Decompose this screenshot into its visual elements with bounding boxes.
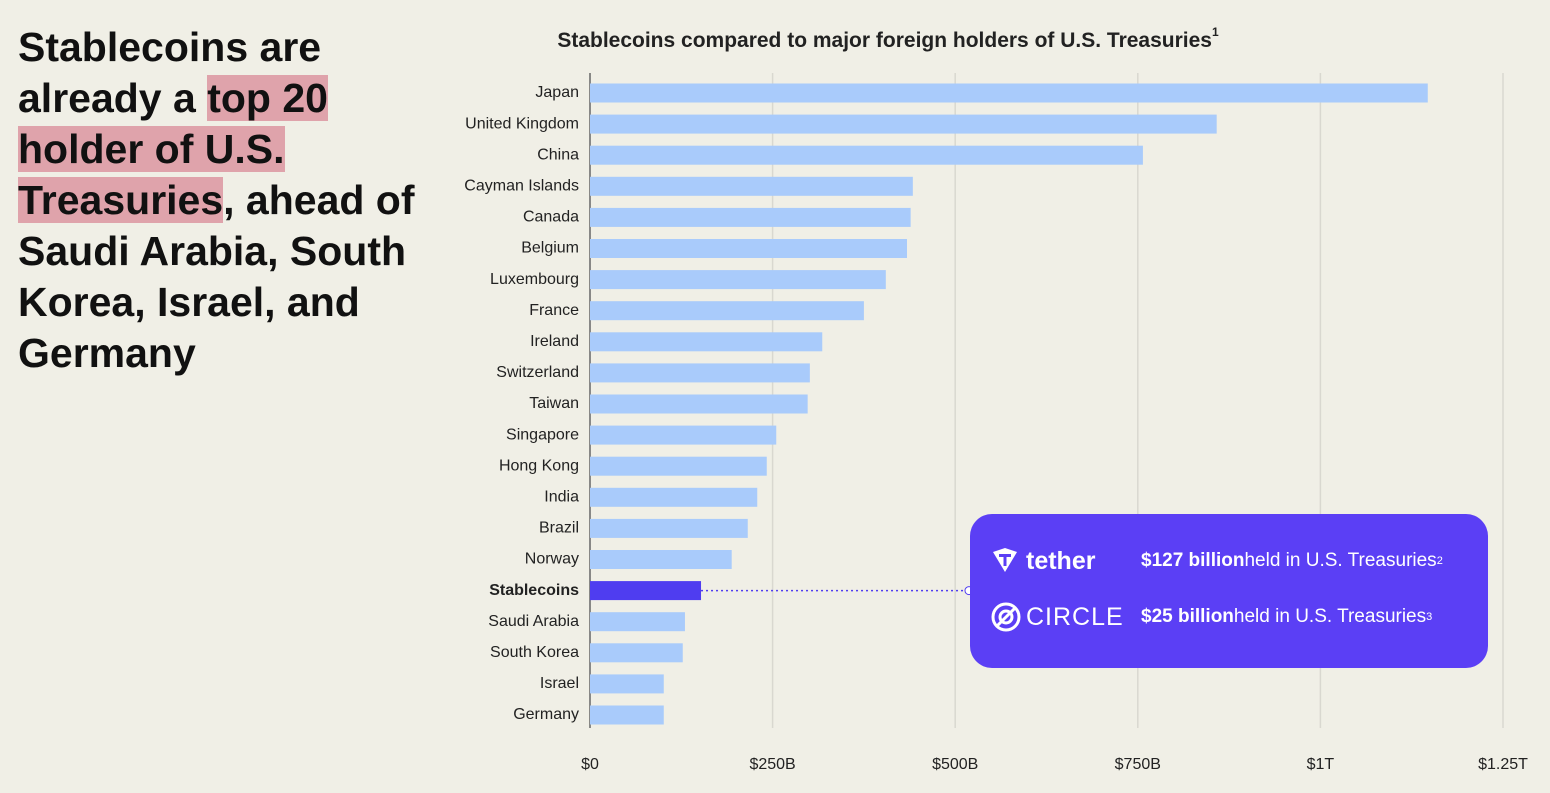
bar (590, 332, 823, 352)
note: 2 (1436, 555, 1443, 567)
y-tick-label: Canada (523, 209, 579, 226)
y-tick-label: Stablecoins (489, 582, 579, 599)
chart-title: Stablecoins compared to major foreign ho… (557, 25, 1219, 51)
x-tick-label: $250B (749, 756, 795, 773)
x-tick-label: $1.25T (1478, 756, 1528, 773)
y-tick-label: Belgium (521, 240, 579, 257)
bar (590, 270, 886, 290)
headline-text: Stablecoins are already a (18, 24, 322, 121)
callout-text: held in U.S. Treasuries (1233, 606, 1427, 627)
bar (590, 145, 1143, 165)
y-tick-label: Ireland (530, 333, 579, 350)
bar (590, 674, 664, 694)
y-tick-label: Germany (513, 706, 579, 723)
y-tick-label: Switzerland (496, 364, 579, 381)
bar (590, 363, 810, 383)
title-text: Stablecoins compared to major foreign ho… (557, 29, 1212, 52)
amount: $127 billion (1141, 550, 1245, 571)
x-tick-label: $1T (1307, 756, 1335, 773)
x-tick-label: $500B (932, 756, 978, 773)
y-tick-label: Cayman Islands (464, 178, 579, 195)
bar (590, 176, 913, 196)
bar (590, 581, 702, 601)
brand: CIRCLE (1026, 602, 1124, 631)
bar (590, 612, 685, 632)
brand: tether (1026, 546, 1096, 575)
bar (590, 394, 808, 414)
bar (590, 705, 664, 725)
callout-text: held in U.S. Treasuries (1244, 550, 1437, 571)
x-tick-label: $0 (581, 756, 599, 773)
y-tick-label: Hong Kong (499, 457, 579, 474)
callout-row: tether $127 billion held in U.S. Treasur… (990, 541, 1443, 581)
bar (590, 550, 732, 569)
y-tick-label: United Kingdom (465, 115, 579, 132)
headline-text: , ahead of Saudi Arabia, South Korea, Is… (18, 177, 415, 376)
note: 3 (1426, 611, 1433, 623)
circle-logo (991, 602, 1021, 632)
bar (590, 207, 911, 227)
x-tick-label: $750B (1115, 756, 1161, 773)
bar (590, 239, 907, 258)
y-tick-label: Norway (525, 551, 579, 568)
bar (590, 487, 758, 507)
bar (590, 301, 864, 321)
y-tick-label: India (544, 489, 579, 506)
bar (590, 518, 748, 538)
headline: Stablecoins are already a top 20 holder … (18, 22, 418, 379)
y-tick-label: France (529, 302, 579, 319)
y-tick-label: South Korea (490, 644, 579, 661)
tether-logo (993, 548, 1017, 572)
y-tick-label: Taiwan (529, 395, 579, 412)
amount: $25 billion (1141, 606, 1234, 627)
y-tick-label: Japan (535, 84, 579, 101)
callout: tether $127 billion held in U.S. Treasur… (970, 514, 1488, 668)
y-tick-label: Brazil (539, 520, 579, 537)
bar (590, 83, 1428, 103)
title-note: 1 (1212, 25, 1219, 39)
bar (590, 425, 777, 445)
y-tick-label: Singapore (506, 426, 579, 443)
bar (590, 114, 1217, 134)
bar (590, 456, 767, 476)
y-tick-label: China (537, 146, 579, 163)
callout-row: CIRCLE $25 billion held in U.S. Treasuri… (990, 597, 1432, 637)
bar (590, 643, 683, 663)
y-tick-label: Saudi Arabia (488, 613, 579, 630)
y-tick-label: Israel (540, 675, 579, 692)
y-tick-label: Luxembourg (490, 271, 579, 288)
